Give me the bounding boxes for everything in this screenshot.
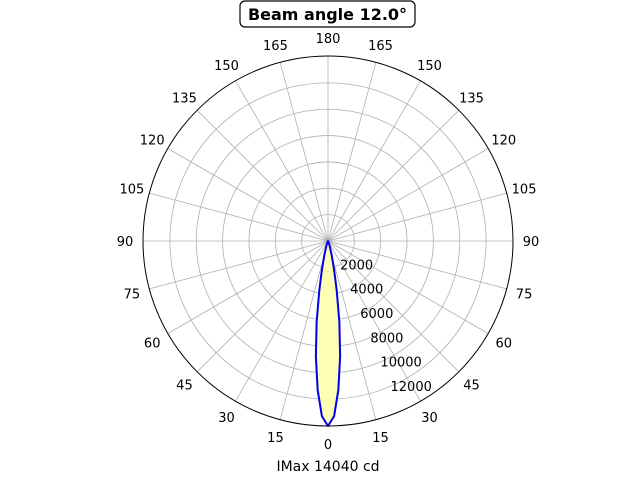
- angle-tick-label: 75: [124, 288, 141, 303]
- radial-tick-label: 2000: [340, 258, 373, 273]
- radial-tick-label: 4000: [350, 283, 383, 298]
- grid-spoke: [327, 148, 489, 242]
- polar-frame: [142, 55, 514, 427]
- radial-tick-labels: 2000 4000 6000 8000 10000 12000: [340, 258, 432, 395]
- angle-tick-label: 45: [463, 379, 480, 394]
- angle-tick-label: 15: [267, 431, 284, 446]
- angle-tick-labels: 0 15 30 45 60 75 90 105 120 135 150 165 180 15 30 45 60 7…: [117, 32, 540, 453]
- intensity-curve-group: [314, 240, 342, 427]
- angle-tick-label: 75: [516, 288, 533, 303]
- angle-tick-label: 0: [324, 438, 332, 453]
- x-axis-label: IMax 14040 cd: [276, 459, 379, 475]
- grid-spoke: [279, 240, 329, 420]
- radial-tick-label: 8000: [370, 331, 403, 346]
- grid-spoke: [327, 240, 489, 334]
- grid-spoke: [327, 109, 460, 242]
- grid-spoke: [235, 80, 329, 242]
- angle-tick-label: 180: [316, 32, 341, 47]
- angle-tick-label: 150: [214, 59, 239, 74]
- radial-tick-label: 6000: [360, 307, 393, 322]
- grid-spoke: [279, 62, 329, 242]
- angle-tick-label: 105: [512, 182, 537, 197]
- angle-tick-label: 60: [144, 337, 161, 352]
- angle-tick-label: 90: [523, 235, 540, 250]
- radial-tick-label: 10000: [380, 356, 421, 371]
- grid-spoke: [149, 240, 329, 290]
- angle-tick-label: 135: [459, 91, 484, 106]
- angle-tick-label: 30: [218, 411, 235, 426]
- grid-spoke: [196, 109, 329, 242]
- grid-spoke: [167, 148, 329, 242]
- intensity-fill: [315, 241, 341, 426]
- grid-spoke: [149, 192, 329, 242]
- chart-title: Beam angle 12.0°: [239, 0, 416, 28]
- angle-tick-label: 120: [491, 134, 516, 149]
- angle-tick-label: 15: [372, 431, 389, 446]
- angle-tick-label: 105: [120, 182, 145, 197]
- grid-spoke: [327, 240, 507, 290]
- angle-tick-label: 165: [263, 39, 288, 54]
- chart-title-text: Beam angle 12.0°: [248, 5, 407, 24]
- chart-title-box: [239, 0, 416, 28]
- angle-tick-label: 45: [176, 379, 193, 394]
- grid-spoke: [167, 240, 329, 334]
- grid-spoke: [327, 192, 507, 242]
- radial-tick-label: 12000: [391, 380, 432, 395]
- grid-spoke: [327, 240, 421, 402]
- grid-spoke: [327, 240, 460, 373]
- angle-tick-label: 90: [117, 235, 134, 250]
- angle-tick-label: 135: [172, 91, 197, 106]
- angle-tick-label: 150: [417, 59, 442, 74]
- angle-tick-label: 165: [368, 39, 393, 54]
- grid-spoke: [327, 80, 421, 242]
- grid-spoke: [235, 240, 329, 402]
- angle-tick-label: 60: [496, 337, 513, 352]
- grid-spoke: [196, 240, 329, 373]
- angle-tick-label: 120: [140, 134, 165, 149]
- grid-spoke: [327, 240, 377, 420]
- grid-spoke: [327, 62, 377, 242]
- angle-tick-label: 30: [421, 411, 438, 426]
